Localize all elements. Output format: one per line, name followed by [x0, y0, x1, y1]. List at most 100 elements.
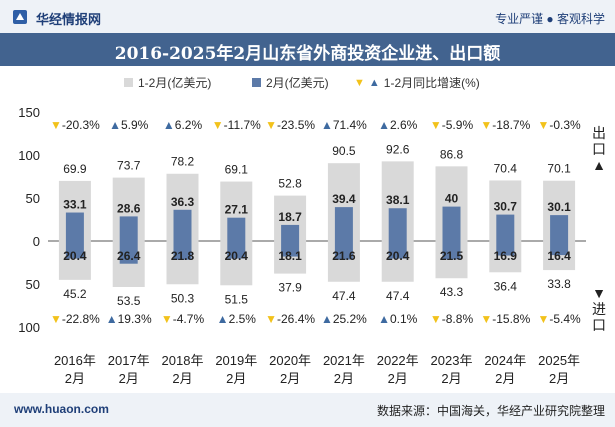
export-growth-label: ▼-18.7% [480, 118, 530, 132]
export-feb-bar [388, 208, 407, 241]
growth-value: 71.4% [333, 118, 367, 132]
growth-value: 25.2% [333, 312, 367, 326]
y-tick-label: 50 [26, 191, 40, 206]
export-feb-bar [550, 215, 569, 241]
import-total-label: 37.9 [278, 281, 302, 295]
growth-down-triangle-icon: ▼ [430, 312, 442, 326]
export-total-label: 73.7 [117, 159, 141, 173]
export-feb-bar [334, 207, 353, 241]
title-bar: 2016-2025年2月山东省外商投资企业进、出口额 [0, 33, 615, 66]
x-tick-label-month: 2月 [495, 371, 515, 386]
y-tick-label: 150 [18, 105, 40, 120]
growth-value: -22.8% [62, 312, 100, 326]
export-total-label: 78.2 [171, 155, 195, 169]
export-growth-label: ▼-23.5% [265, 118, 315, 132]
x-tick-label-month: 2月 [65, 371, 85, 386]
x-tick-label-month: 2月 [441, 371, 461, 386]
growth-value: -20.3% [62, 118, 100, 132]
export-feb-bar [281, 224, 300, 241]
export-growth-label: ▲2.6% [378, 118, 418, 132]
growth-up-triangle-icon: ▲ [106, 312, 118, 326]
import-growth-label: ▼-8.8% [430, 312, 474, 326]
import-total-label: 33.8 [547, 277, 571, 291]
import-total-label: 47.4 [386, 289, 410, 303]
import-feb-bar [173, 241, 192, 260]
import-feb-bar [550, 241, 569, 256]
import-growth-label: ▼-26.4% [265, 312, 315, 326]
export-feb-label: 18.7 [278, 210, 302, 224]
import-feb-label: 16.4 [547, 249, 571, 263]
growth-down-triangle-icon: ▼ [480, 312, 492, 326]
x-tick-label-year: 2022年 [377, 353, 419, 368]
import-feb-bar [119, 241, 138, 264]
growth-down-triangle-icon: ▼ [212, 118, 224, 132]
export-total-label: 90.5 [332, 144, 356, 158]
export-feb-label: 40 [445, 192, 459, 206]
import-growth-label: ▼-5.4% [537, 312, 581, 326]
growth-value: 5.9% [121, 118, 149, 132]
x-tick-label-month: 2月 [334, 371, 354, 386]
import-growth-label: ▼-4.7% [161, 312, 205, 326]
import-growth-label: ▼-15.8% [480, 312, 530, 326]
export-feb-bar [496, 214, 515, 241]
export-total-label: 69.1 [225, 163, 249, 177]
import-feb-label: 21.5 [440, 249, 464, 263]
import-feb-label: 20.4 [225, 249, 249, 263]
import-feb-bar [65, 241, 84, 259]
x-tick-label-year: 2020年 [269, 353, 311, 368]
export-feb-bar [173, 209, 192, 241]
import-total-label: 47.4 [332, 289, 356, 303]
growth-up-triangle-icon: ▲ [378, 312, 390, 326]
import-feb-label: 21.6 [332, 249, 356, 263]
export-growth-label: ▲5.9% [109, 118, 149, 132]
import-total-label: 36.4 [494, 279, 518, 293]
y-tick-label: 0 [33, 234, 40, 249]
growth-up-triangle-icon: ▲ [321, 312, 333, 326]
growth-down-triangle-icon: ▼ [265, 118, 277, 132]
import-feb-label: 26.4 [117, 249, 141, 263]
footer-bar: www.huaon.com 数据来源：中国海关，华经产业研究院整理 [0, 393, 615, 427]
legend-label-growth: 1-2月同比增速(%) [383, 76, 480, 90]
export-growth-label: ▲71.4% [321, 118, 367, 132]
import-total-label: 50.3 [171, 291, 195, 305]
import-growth-label: ▲25.2% [321, 312, 367, 326]
growth-value: -23.5% [277, 118, 315, 132]
import-growth-label: ▼-22.8% [50, 312, 100, 326]
export-total-label: 86.8 [440, 147, 464, 161]
export-growth-label: ▼-5.9% [430, 118, 474, 132]
import-feb-label: 20.4 [63, 249, 87, 263]
growth-down-triangle-icon: ▼ [537, 118, 549, 132]
chart-legend: 1-2月(亿美元) 2月(亿美元) ▼ ▲ 1-2月同比增速(%) [0, 74, 615, 92]
huajing-logo-icon [13, 10, 27, 24]
export-feb-label: 27.1 [225, 203, 249, 217]
export-growth-label: ▲6.2% [163, 118, 203, 132]
growth-value: -11.7% [224, 118, 261, 132]
growth-up-triangle-icon: ▲ [321, 118, 333, 132]
export-total-label: 52.8 [278, 177, 302, 191]
export-feb-bar [227, 217, 246, 241]
export-total-label: 70.1 [547, 162, 571, 176]
growth-up-triangle-icon: ▲ [217, 312, 229, 326]
import-growth-label: ▲2.5% [217, 312, 257, 326]
header-bar: 华经情报网 专业严谨 ● 客观科学 [0, 0, 615, 33]
import-feb-bar [388, 241, 407, 259]
import-feb-label: 21.8 [171, 249, 195, 263]
header-tagline: 专业严谨 ● 客观科学 [495, 12, 605, 26]
legend-item-feb: 2月(亿美元) [252, 74, 329, 91]
x-tick-label-year: 2016年 [54, 353, 96, 368]
legend-down-triangle-icon: ▼ [354, 76, 365, 89]
import-side-label: ▼进口 [592, 285, 606, 333]
x-tick-label-year: 2024年 [484, 353, 526, 368]
legend-label-feb: 2月(亿美元) [266, 76, 329, 90]
growth-value: -4.7% [173, 312, 205, 326]
growth-value: -15.8% [492, 312, 530, 326]
x-tick-label-month: 2月 [388, 371, 408, 386]
y-tick-label: 50 [26, 277, 40, 292]
growth-value: -0.3% [549, 118, 581, 132]
export-feb-bar [65, 212, 84, 241]
export-total-label: 70.4 [494, 161, 518, 175]
export-feb-bar [119, 216, 138, 241]
growth-down-triangle-icon: ▼ [161, 312, 173, 326]
growth-up-triangle-icon: ▲ [109, 118, 121, 132]
